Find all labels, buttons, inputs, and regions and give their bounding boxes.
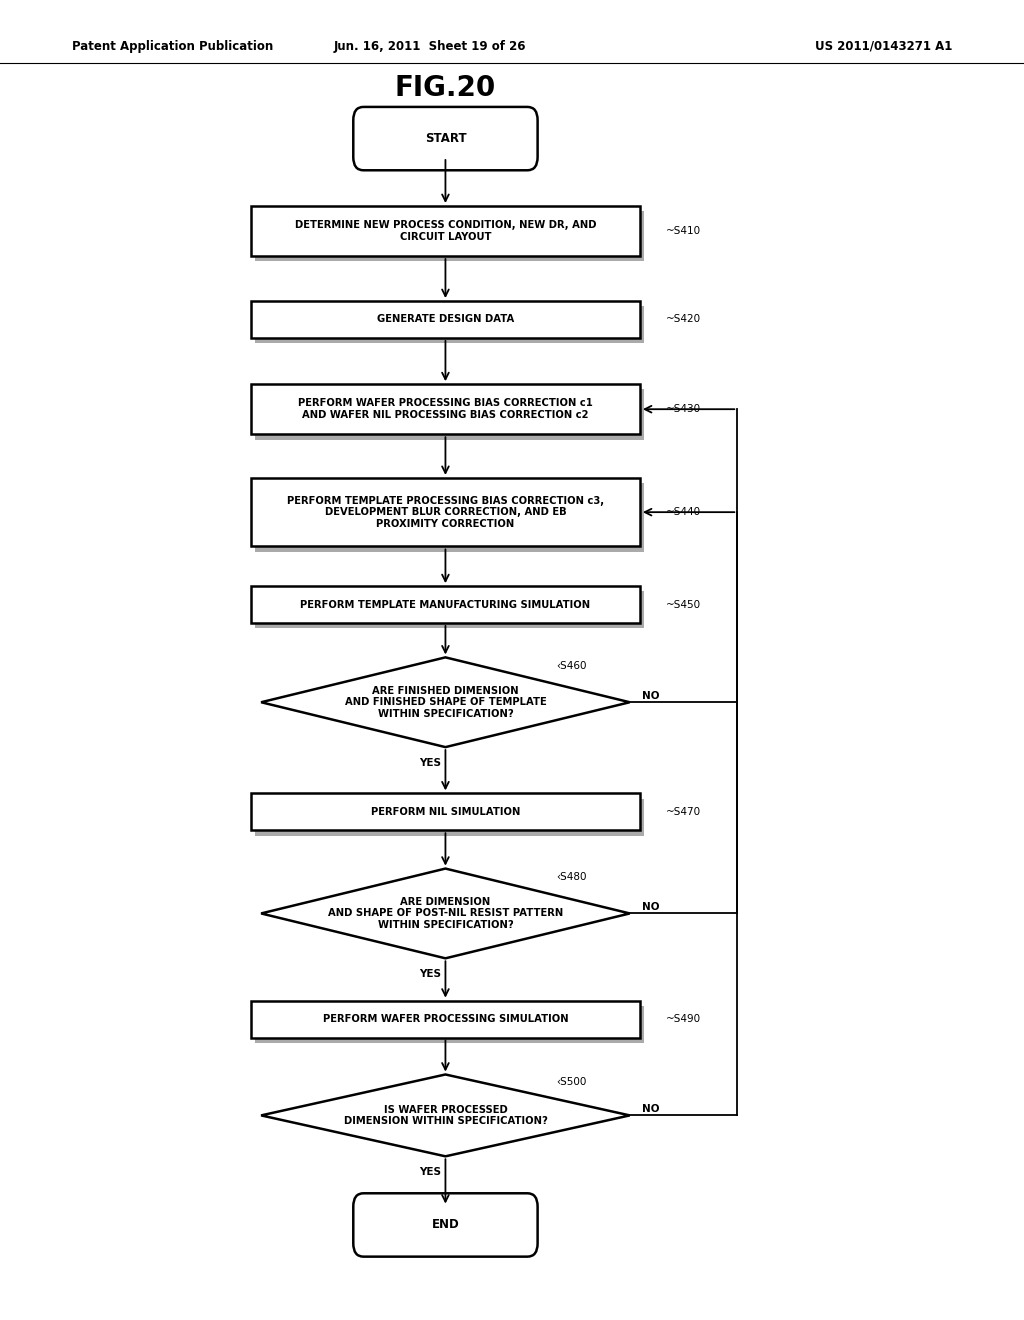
Text: IS WAFER PROCESSED
DIMENSION WITHIN SPECIFICATION?: IS WAFER PROCESSED DIMENSION WITHIN SPEC… (343, 1105, 548, 1126)
Text: NO: NO (642, 1104, 659, 1114)
FancyBboxPatch shape (255, 389, 644, 440)
FancyBboxPatch shape (353, 107, 538, 170)
FancyBboxPatch shape (255, 211, 644, 261)
Text: ~S420: ~S420 (666, 314, 700, 325)
FancyBboxPatch shape (251, 206, 640, 256)
Text: GENERATE DESIGN DATA: GENERATE DESIGN DATA (377, 314, 514, 325)
Polygon shape (261, 869, 630, 958)
Text: YES: YES (419, 1167, 441, 1177)
Text: YES: YES (419, 969, 441, 979)
Text: ~S450: ~S450 (666, 599, 700, 610)
Text: PERFORM WAFER PROCESSING SIMULATION: PERFORM WAFER PROCESSING SIMULATION (323, 1014, 568, 1024)
Text: ~S470: ~S470 (666, 807, 700, 817)
FancyBboxPatch shape (353, 1193, 538, 1257)
Text: PERFORM TEMPLATE MANUFACTURING SIMULATION: PERFORM TEMPLATE MANUFACTURING SIMULATIO… (300, 599, 591, 610)
Text: DETERMINE NEW PROCESS CONDITION, NEW DR, AND
CIRCUIT LAYOUT: DETERMINE NEW PROCESS CONDITION, NEW DR,… (295, 220, 596, 242)
Text: ~S430: ~S430 (666, 404, 700, 414)
Polygon shape (261, 1074, 630, 1156)
FancyBboxPatch shape (255, 483, 644, 552)
Text: PERFORM WAFER PROCESSING BIAS CORRECTION c1
AND WAFER NIL PROCESSING BIAS CORREC: PERFORM WAFER PROCESSING BIAS CORRECTION… (298, 399, 593, 420)
Text: YES: YES (419, 758, 441, 768)
Text: ‹S460: ‹S460 (556, 661, 587, 671)
Text: FIG.20: FIG.20 (395, 74, 496, 103)
FancyBboxPatch shape (251, 1001, 640, 1038)
FancyBboxPatch shape (255, 1006, 644, 1043)
Polygon shape (261, 657, 630, 747)
Text: ~S410: ~S410 (666, 226, 700, 236)
Text: END: END (431, 1218, 460, 1232)
Text: ‹S500: ‹S500 (556, 1077, 587, 1086)
Text: NO: NO (642, 902, 659, 912)
FancyBboxPatch shape (255, 799, 644, 836)
FancyBboxPatch shape (255, 591, 644, 628)
Text: PERFORM NIL SIMULATION: PERFORM NIL SIMULATION (371, 807, 520, 817)
Text: US 2011/0143271 A1: US 2011/0143271 A1 (815, 40, 952, 53)
FancyBboxPatch shape (251, 793, 640, 830)
FancyBboxPatch shape (255, 306, 644, 343)
Text: ~S490: ~S490 (666, 1014, 700, 1024)
Text: Patent Application Publication: Patent Application Publication (72, 40, 273, 53)
FancyBboxPatch shape (251, 301, 640, 338)
Text: PERFORM TEMPLATE PROCESSING BIAS CORRECTION c3,
DEVELOPMENT BLUR CORRECTION, AND: PERFORM TEMPLATE PROCESSING BIAS CORRECT… (287, 495, 604, 529)
Text: NO: NO (642, 690, 659, 701)
Text: Jun. 16, 2011  Sheet 19 of 26: Jun. 16, 2011 Sheet 19 of 26 (334, 40, 526, 53)
FancyBboxPatch shape (251, 478, 640, 546)
FancyBboxPatch shape (251, 384, 640, 434)
Text: ARE DIMENSION
AND SHAPE OF POST-NIL RESIST PATTERN
WITHIN SPECIFICATION?: ARE DIMENSION AND SHAPE OF POST-NIL RESI… (328, 896, 563, 931)
FancyBboxPatch shape (251, 586, 640, 623)
Text: START: START (425, 132, 466, 145)
Text: ARE FINISHED DIMENSION
AND FINISHED SHAPE OF TEMPLATE
WITHIN SPECIFICATION?: ARE FINISHED DIMENSION AND FINISHED SHAP… (344, 685, 547, 719)
Text: ~S440: ~S440 (666, 507, 700, 517)
Text: ‹S480: ‹S480 (556, 873, 587, 882)
